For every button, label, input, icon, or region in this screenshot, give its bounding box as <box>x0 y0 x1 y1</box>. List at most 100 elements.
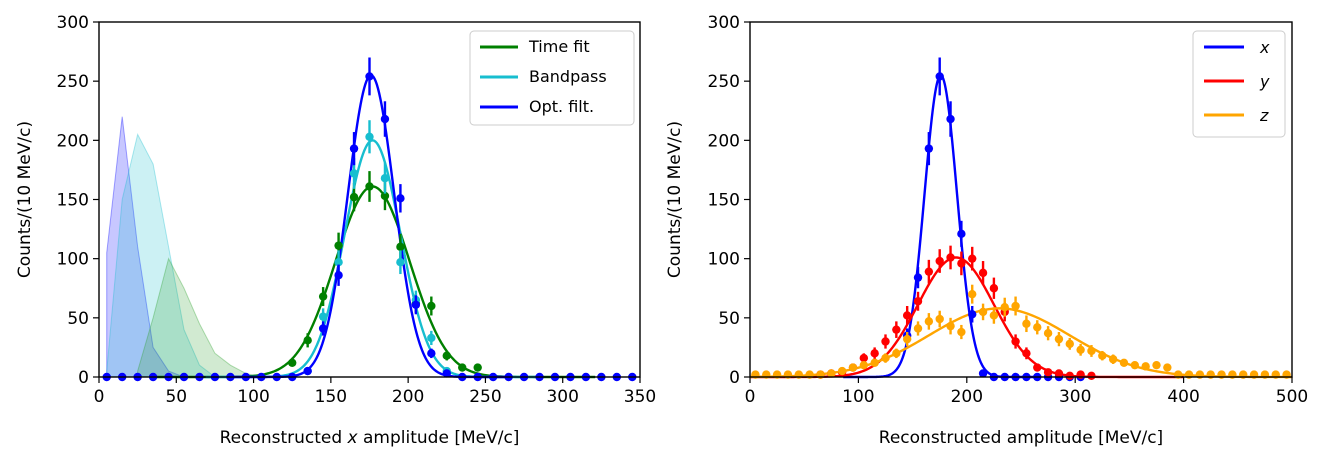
right-data-point <box>1043 368 1053 377</box>
right-data-point <box>1054 369 1064 378</box>
right-data-point <box>1022 349 1031 358</box>
left-data-point <box>380 174 390 183</box>
right-data-point <box>859 353 869 363</box>
right-data-point <box>968 289 977 299</box>
right-legend-box <box>1192 30 1286 138</box>
legend-label-time-fit: Time fit <box>528 37 590 56</box>
left-data-point <box>288 358 297 367</box>
right-data-point <box>1152 360 1161 370</box>
left-data-point <box>396 242 405 252</box>
right-data-point <box>946 253 955 262</box>
right-data-point <box>1087 346 1096 356</box>
right-data-point <box>946 114 955 124</box>
left-x-tick-label: 350 <box>624 387 656 407</box>
right-data-point <box>1119 358 1129 367</box>
right-y-axis-title: Counts/(10 MeV/c) <box>665 121 685 278</box>
right-data-point <box>902 311 912 320</box>
left-x-axis-title-pre: Reconstructed <box>220 428 348 448</box>
right-data-point <box>989 284 999 293</box>
right-data-point <box>913 273 923 282</box>
left-x-tick-label: 150 <box>315 387 347 407</box>
left-data-point <box>365 132 374 141</box>
right-data-point <box>935 256 944 266</box>
left-y-tick-label: 150 <box>57 191 89 211</box>
left-y-tick-label: 100 <box>57 250 89 270</box>
right-data-point <box>978 307 988 317</box>
right-data-point <box>1011 337 1020 346</box>
left-data-point <box>349 144 359 153</box>
right-y-tick-label: 250 <box>708 72 740 92</box>
left-data-point <box>318 324 328 333</box>
right-data-point <box>1043 329 1053 338</box>
left-data-point <box>442 369 451 378</box>
left-x-tick-label: 300 <box>546 387 578 407</box>
right-data-point <box>957 327 966 337</box>
right-data-point <box>1076 345 1085 354</box>
left-data-point <box>318 312 328 321</box>
right-chart: 0 100 200 300 400 500 0 50 100 150 200 250 300 Count… <box>665 13 1308 448</box>
right-data-point <box>935 72 944 81</box>
right-data-point <box>881 353 890 363</box>
right-data-point <box>1065 371 1074 381</box>
right-y-tick-label: 50 <box>718 309 740 329</box>
left-data-point <box>427 301 436 311</box>
right-fit-curve-2 <box>749 307 1292 379</box>
left-fit-curve-0 <box>150 185 596 379</box>
right-data-point <box>1022 319 1031 328</box>
right-data-point <box>1141 362 1150 371</box>
left-data-point <box>427 349 436 358</box>
left-data-point <box>349 192 359 202</box>
left-y-tick-label: 200 <box>57 131 89 151</box>
left-data-point <box>318 292 328 301</box>
right-data-point <box>924 267 934 276</box>
left-data-point <box>396 258 405 267</box>
left-fit-curve-2 <box>231 73 511 379</box>
right-data-point <box>913 297 923 306</box>
left-legend-box <box>469 30 635 126</box>
right-data-point <box>989 311 999 320</box>
right-data-point <box>1033 323 1042 332</box>
left-data-point <box>365 72 374 81</box>
right-data-point <box>1108 355 1118 364</box>
left-data-point <box>396 194 405 203</box>
right-x-tick-label: 300 <box>1059 387 1091 407</box>
right-data-point <box>924 144 934 153</box>
legend-label-y: y <box>1259 72 1270 91</box>
left-data-point <box>334 241 343 250</box>
right-fit-curve-1 <box>750 256 1184 379</box>
right-data-point <box>870 358 879 367</box>
right-data-point <box>957 259 966 268</box>
left-data-point <box>473 363 482 372</box>
left-data-point <box>303 336 312 345</box>
left-data-point <box>380 191 390 201</box>
left-data-point <box>458 363 467 372</box>
right-data-point <box>978 369 988 378</box>
right-data-point <box>1130 360 1140 370</box>
left-data-point <box>334 258 343 267</box>
right-data-point <box>1000 302 1009 312</box>
left-y-tick-label: 50 <box>67 309 89 329</box>
right-data-point <box>968 310 977 319</box>
left-y-tick-label: 250 <box>57 72 89 92</box>
right-data-point <box>1065 339 1074 349</box>
right-data-point <box>881 337 890 346</box>
right-x-tick-label: 100 <box>842 387 874 407</box>
right-data-point <box>968 254 977 263</box>
right-data-point <box>902 334 912 344</box>
right-data-point <box>1011 301 1020 311</box>
right-data-point <box>827 369 836 378</box>
left-data-point <box>303 366 312 376</box>
right-data-point <box>957 229 966 239</box>
left-y-tick-label: 300 <box>57 13 89 33</box>
right-data-point <box>892 349 901 358</box>
right-data-point <box>892 325 901 334</box>
right-x-tick-label: 200 <box>951 387 983 407</box>
left-data-point <box>442 351 451 360</box>
left-x-tick-label: 100 <box>237 387 269 407</box>
right-y-tick-label: 100 <box>708 250 740 270</box>
left-data-point <box>380 114 390 124</box>
left-x-axis-title: Reconstructed x amplitude [MeV/c] <box>220 428 520 448</box>
right-y-tick-label: 0 <box>729 368 740 388</box>
left-data-point <box>334 271 343 280</box>
